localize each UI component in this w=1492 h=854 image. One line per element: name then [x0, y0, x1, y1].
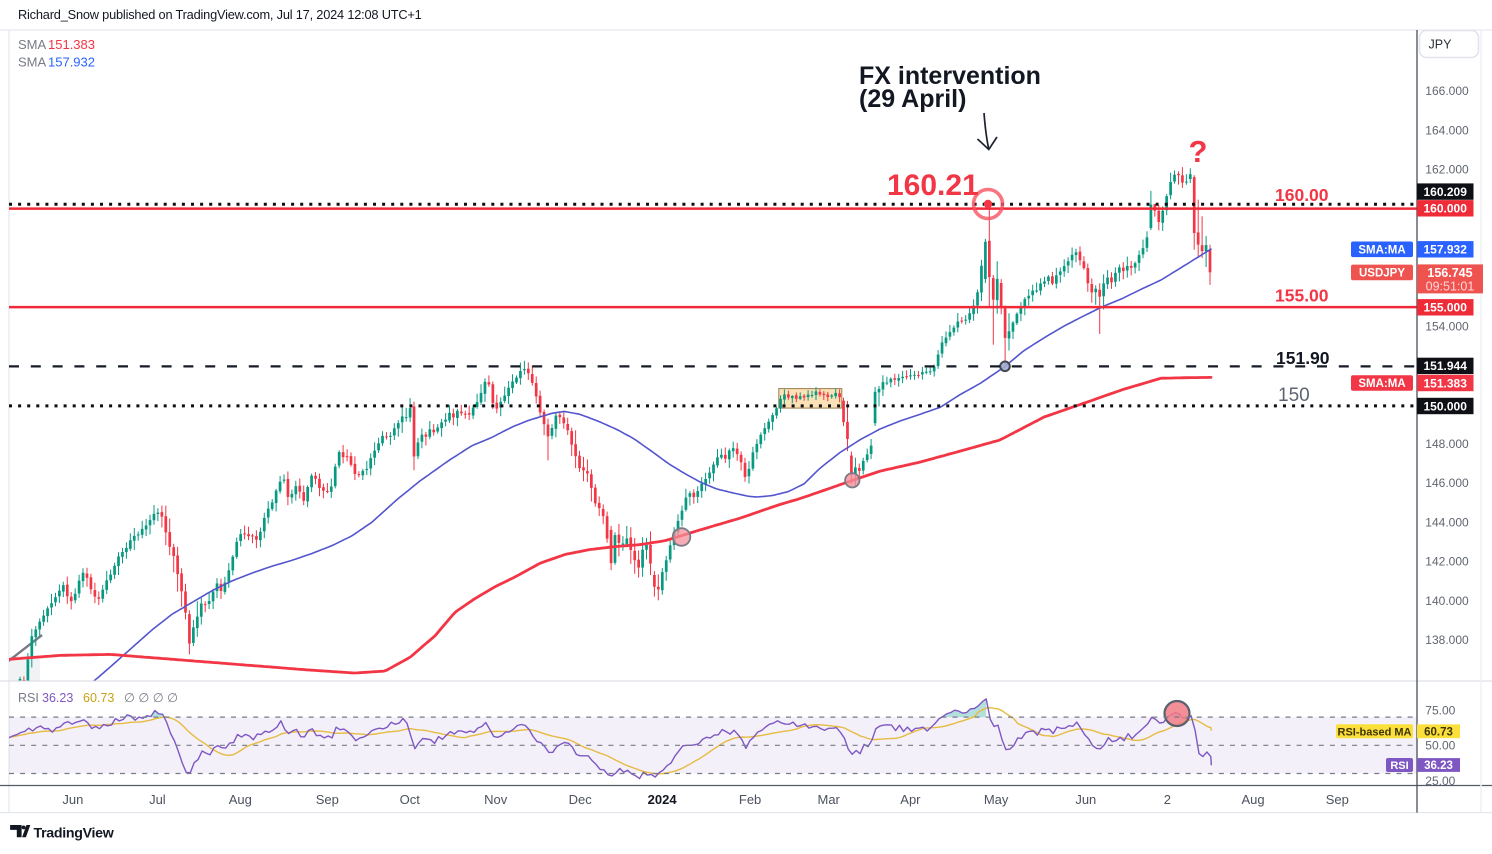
svg-text:36.23: 36.23 [42, 691, 73, 705]
svg-text:?: ? [1189, 134, 1208, 169]
svg-text:166.000: 166.000 [1425, 84, 1469, 98]
svg-text:Jul: Jul [149, 792, 166, 807]
svg-text:Jun: Jun [62, 792, 83, 807]
svg-text:RSI: RSI [18, 691, 39, 705]
svg-text:36.23: 36.23 [1424, 760, 1453, 772]
svg-text:160.000: 160.000 [1424, 202, 1468, 216]
svg-text:146.000: 146.000 [1425, 476, 1469, 490]
svg-text:Oct: Oct [400, 792, 421, 807]
svg-text:2: 2 [1164, 792, 1171, 807]
svg-text:151.944: 151.944 [1424, 359, 1468, 373]
svg-text:TradingView: TradingView [34, 826, 115, 842]
svg-text:USDJPY: USDJPY [1359, 268, 1405, 280]
svg-text:09:51:01: 09:51:01 [1426, 280, 1475, 294]
svg-text:Apr: Apr [900, 792, 921, 807]
svg-text:RSI-based MA: RSI-based MA [1338, 726, 1412, 738]
svg-text:Jun: Jun [1075, 792, 1096, 807]
svg-text:∅ ∅ ∅ ∅: ∅ ∅ ∅ ∅ [124, 691, 178, 705]
svg-text:Aug: Aug [229, 792, 252, 807]
svg-text:142.000: 142.000 [1425, 555, 1469, 569]
svg-text:Sep: Sep [316, 792, 339, 807]
svg-text:May: May [984, 792, 1009, 807]
svg-text:157.932: 157.932 [48, 55, 95, 70]
svg-text:(29 April): (29 April) [859, 85, 966, 113]
svg-text:148.000: 148.000 [1425, 437, 1469, 451]
svg-text:151.90: 151.90 [1276, 348, 1330, 368]
svg-text:Mar: Mar [818, 792, 841, 807]
svg-text:60.73: 60.73 [83, 691, 114, 705]
svg-text:162.000: 162.000 [1425, 163, 1469, 177]
svg-text:Aug: Aug [1242, 792, 1265, 807]
svg-text:SMA: SMA [18, 37, 47, 52]
svg-text:160.00: 160.00 [1275, 185, 1329, 205]
svg-text:Sep: Sep [1326, 792, 1349, 807]
svg-text:160.209: 160.209 [1424, 185, 1468, 199]
svg-text:SMA:MA: SMA:MA [1358, 378, 1405, 390]
svg-text:144.000: 144.000 [1425, 515, 1469, 529]
svg-text:156.745: 156.745 [1427, 266, 1472, 280]
svg-text:151.383: 151.383 [48, 37, 95, 52]
svg-text:160.21: 160.21 [887, 169, 979, 202]
svg-text:140.000: 140.000 [1425, 594, 1469, 608]
svg-text:2024: 2024 [648, 792, 678, 807]
svg-text:FX intervention: FX intervention [859, 62, 1041, 90]
svg-text:Richard_Snow published on Trad: Richard_Snow published on TradingView.co… [18, 7, 422, 22]
svg-text:25.00: 25.00 [1425, 774, 1455, 788]
svg-text:164.000: 164.000 [1425, 123, 1469, 137]
svg-text:150: 150 [1278, 385, 1310, 406]
svg-text:RSI: RSI [1390, 760, 1408, 772]
svg-text:60.73: 60.73 [1424, 726, 1453, 738]
svg-text:Feb: Feb [739, 792, 761, 807]
svg-text:SMA: SMA [18, 55, 47, 70]
svg-text:155.00: 155.00 [1275, 286, 1329, 306]
svg-text:138.000: 138.000 [1425, 633, 1469, 647]
svg-text:Nov: Nov [484, 792, 508, 807]
svg-text:151.383: 151.383 [1424, 376, 1468, 390]
svg-text:50.00: 50.00 [1425, 739, 1455, 753]
svg-text:155.000: 155.000 [1424, 301, 1468, 315]
svg-text:JPY: JPY [1429, 38, 1453, 52]
svg-text:157.932: 157.932 [1424, 243, 1468, 257]
svg-text:Dec: Dec [569, 792, 593, 807]
svg-text:75.00: 75.00 [1425, 703, 1455, 717]
svg-text:SMA:MA: SMA:MA [1358, 244, 1405, 256]
svg-text:150.000: 150.000 [1424, 399, 1468, 413]
svg-text:154.000: 154.000 [1425, 319, 1469, 333]
